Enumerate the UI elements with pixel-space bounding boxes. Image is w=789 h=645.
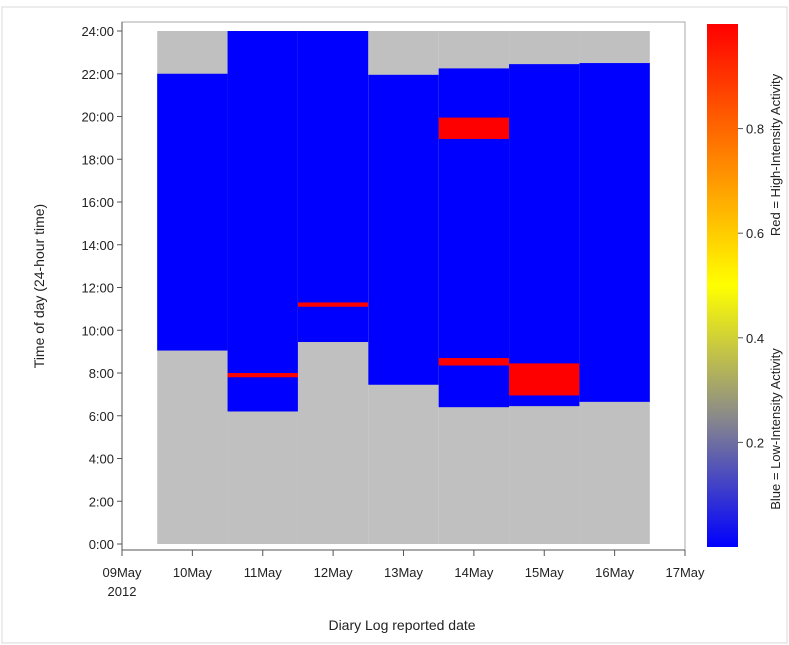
x-axis: 09May 2012 10May 11May 12May 13May 14May 15May 1… [102,549,705,599]
y-tick-label: 0:00 [89,537,114,552]
colorbar-gradient [707,24,738,547]
x-tick-label: 12May [314,565,354,580]
y-tick-label: 12:00 [81,281,114,296]
cell-low-intensity-10May [157,73,228,351]
x-tick-label: 17May [665,565,705,580]
y-tick-label: 14:00 [81,238,114,253]
y-tick-label: 6:00 [89,409,114,424]
colorbar-tick-label: 0.2 [746,435,764,450]
cell-low-intensity-15May [509,64,580,407]
cell-low-intensity-16May [579,63,650,402]
x-tick-sublabel: 2012 [108,584,137,599]
y-tick-label: 16:00 [81,195,114,210]
x-tick-label: 11May [244,565,283,580]
y-tick-label: 20:00 [81,110,114,125]
y-tick-label: 24:00 [81,24,114,39]
colorbar-tick-label: 0.4 [746,331,764,346]
colorbar-label-high: Red = High-Intensity Activity [768,73,783,236]
outer-frame [1,6,788,644]
cell-high-intensity-15May-0 [509,363,580,396]
cell-low-intensity-12May [297,31,369,343]
colorbar-tick-label: 0.6 [746,226,764,241]
colorbar: 0.2 0.4 0.6 0.8 [707,24,764,547]
x-tick-label: 16May [595,565,635,580]
x-tick-label: 14May [454,565,494,580]
y-tick-label: 18:00 [81,152,114,167]
x-axis-title: Diary Log reported date [328,617,475,633]
cell-high-intensity-14May-0 [438,358,510,366]
x-tick-label: 15May [525,565,565,580]
y-tick-label: 22:00 [81,67,114,82]
cell-low-intensity-11May [227,31,298,412]
x-tick-label: 13May [384,565,424,580]
cell-high-intensity-12May-0 [297,302,369,307]
cell-high-intensity-11May-0 [227,373,298,378]
colorbar-label-low: Blue = Low-Intensity Activity [768,348,783,510]
y-tick-label: 10:00 [81,323,114,338]
y-axis: 0:00 2:00 4:00 6:00 8:00 10:00 12:00 14:00 16:00… [81,22,123,552]
y-tick-label: 8:00 [89,366,114,381]
y-tick-label: 4:00 [89,452,114,467]
y-tick-label: 2:00 [89,494,114,509]
heatmap-cells [157,31,650,544]
cell-low-intensity-13May [368,74,439,385]
colorbar-tick-label: 0.8 [746,122,764,137]
y-axis-title: Time of day (24-hour time) [31,204,47,368]
x-tick-label: 09May [102,565,142,580]
x-tick-label: 10May [173,565,213,580]
cell-high-intensity-14May-1 [438,117,510,139]
